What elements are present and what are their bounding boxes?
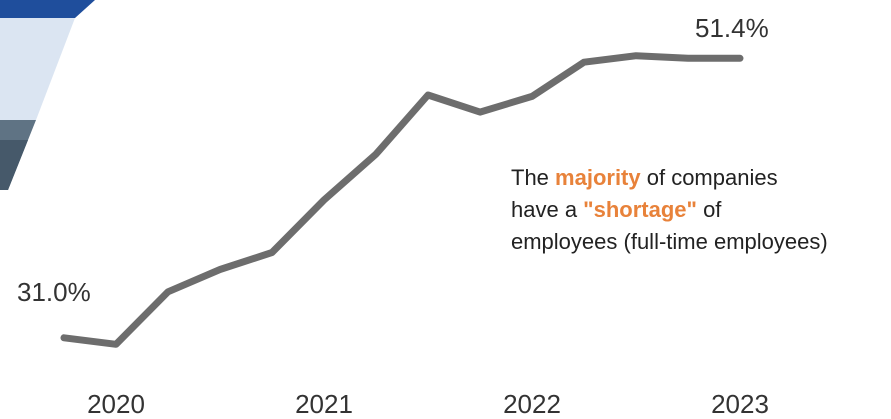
banner-navy: [0, 0, 95, 18]
banner-photo-shade: [0, 140, 28, 190]
annotation-text: The majority of companies have a "shorta…: [511, 162, 828, 258]
x-tick-label: 2022: [503, 389, 561, 419]
annotation-line-2: have a "shortage" of: [511, 194, 828, 226]
annotation-text-part: employees (full-time employees): [511, 229, 828, 254]
chart-marks: [60, 52, 744, 348]
annotation-highlight-shortage: "shortage": [583, 197, 697, 222]
annotation-text-part: The: [511, 165, 556, 190]
annotation-text-part: have a: [511, 197, 584, 222]
banner-light: [0, 18, 75, 120]
annotation-line-3: employees (full-time employees): [511, 226, 828, 258]
x-axis-ticks: 2020 2021 2022 2023: [87, 389, 769, 419]
annotation-text-part: of companies: [640, 165, 778, 190]
start-value-label: 31.0%: [17, 277, 91, 307]
decorative-banner: [0, 0, 95, 190]
end-value-label: 51.4%: [695, 13, 769, 43]
x-tick-label: 2021: [295, 389, 353, 419]
series-line: [60, 52, 744, 348]
x-tick-label: 2020: [87, 389, 145, 419]
annotation-highlight-majority: majority: [555, 165, 641, 190]
annotation-line-1: The majority of companies: [511, 162, 828, 194]
annotation-text-part: of: [696, 197, 722, 222]
x-tick-label: 2023: [711, 389, 769, 419]
